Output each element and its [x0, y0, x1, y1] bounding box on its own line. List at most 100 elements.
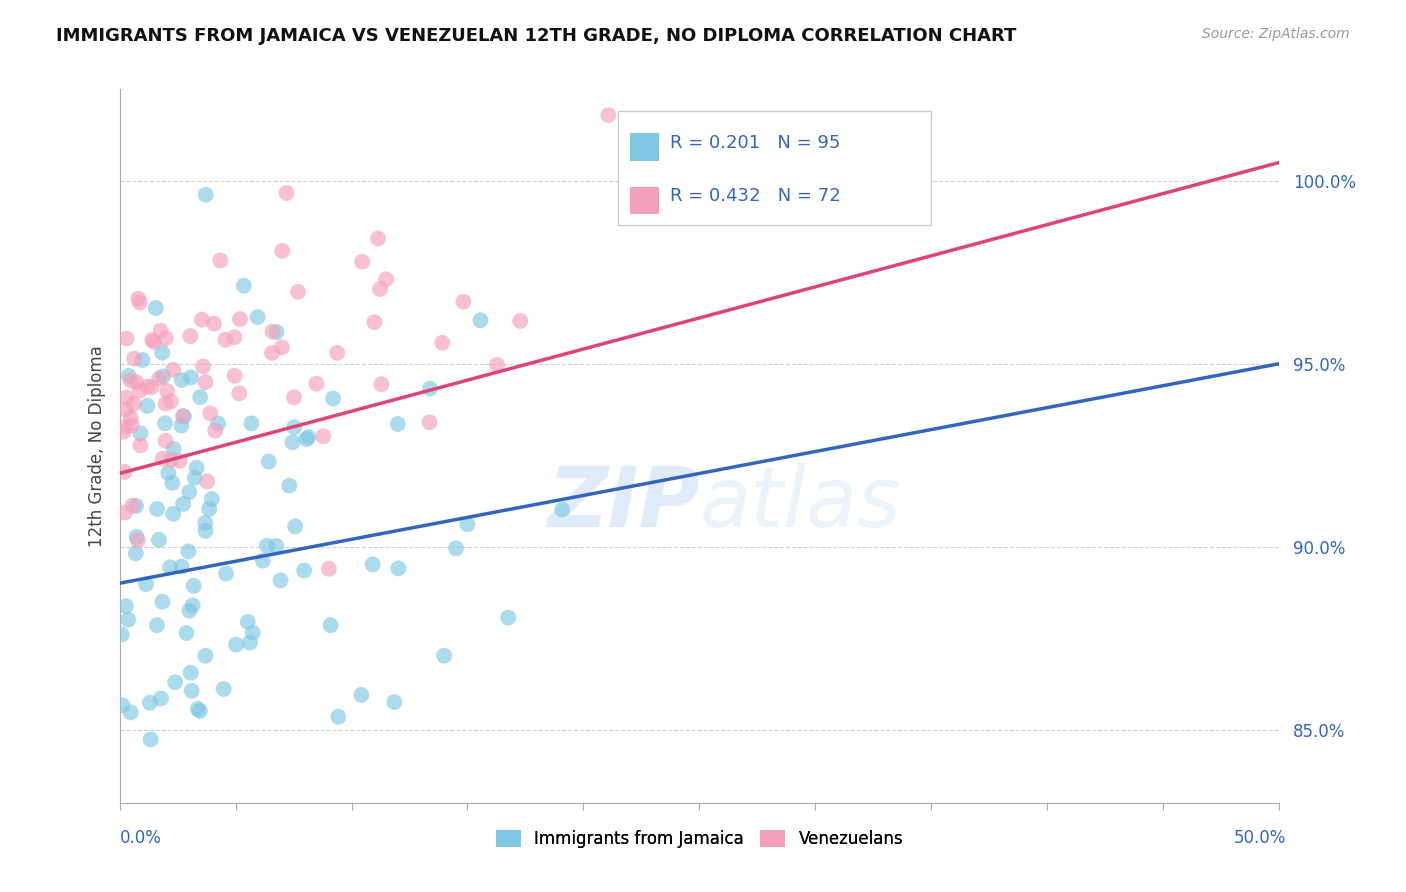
Point	[432, 335, 454, 350]
Point	[180, 684, 202, 698]
Point	[350, 688, 373, 702]
Point	[236, 615, 259, 629]
Point	[433, 648, 456, 663]
Y-axis label: 12th Grade, No Diploma: 12th Grade, No Diploma	[87, 345, 105, 547]
Point	[183, 579, 205, 593]
Point	[150, 595, 173, 609]
Point	[155, 331, 177, 345]
Point	[444, 541, 467, 556]
Point	[148, 533, 170, 547]
Point	[202, 317, 225, 331]
Point	[162, 507, 184, 521]
Point	[240, 417, 263, 431]
Point	[305, 376, 328, 391]
Point	[187, 702, 209, 716]
Point	[239, 635, 262, 649]
Point	[209, 253, 232, 268]
Point	[200, 406, 222, 420]
Point	[170, 418, 193, 433]
Point	[131, 353, 153, 368]
Point	[194, 375, 217, 389]
Point	[470, 313, 492, 327]
Point	[485, 358, 508, 372]
Point	[328, 710, 350, 724]
Point	[198, 502, 221, 516]
Point	[114, 420, 136, 434]
Point	[224, 368, 246, 383]
Point	[129, 438, 152, 452]
Point	[318, 562, 340, 576]
Point	[141, 380, 163, 394]
Text: R = 0.201   N = 95: R = 0.201 N = 95	[671, 134, 841, 152]
FancyBboxPatch shape	[630, 186, 659, 214]
Point	[598, 108, 620, 122]
Point	[456, 517, 478, 532]
Point	[271, 340, 294, 354]
Point	[382, 695, 405, 709]
Point	[155, 396, 177, 410]
Point	[114, 465, 136, 479]
Point	[387, 561, 409, 575]
Point	[551, 502, 574, 516]
Point	[139, 696, 162, 710]
Point	[172, 497, 194, 511]
Point	[148, 371, 170, 385]
Point	[143, 334, 166, 349]
Point	[194, 648, 217, 663]
Point	[162, 363, 184, 377]
Text: IMMIGRANTS FROM JAMAICA VS VENEZUELAN 12TH GRADE, NO DIPLOMA CORRELATION CHART: IMMIGRANTS FROM JAMAICA VS VENEZUELAN 12…	[56, 27, 1017, 45]
Point	[112, 425, 135, 439]
Point	[114, 505, 136, 519]
Point	[212, 681, 235, 696]
Point	[121, 499, 143, 513]
Text: Source: ZipAtlas.com: Source: ZipAtlas.com	[1202, 27, 1350, 41]
Point	[297, 430, 319, 444]
Point	[114, 402, 136, 417]
Point	[177, 544, 200, 558]
Point	[117, 613, 139, 627]
Point	[136, 379, 159, 393]
Point	[326, 346, 349, 360]
Point	[363, 315, 385, 329]
Point	[368, 282, 391, 296]
Point	[186, 460, 208, 475]
Point	[170, 373, 193, 387]
Point	[242, 625, 264, 640]
Point	[146, 618, 169, 632]
Point	[157, 466, 180, 480]
Point	[284, 519, 307, 533]
Point	[276, 186, 298, 200]
Point	[111, 698, 134, 713]
Point	[153, 417, 176, 431]
Point	[194, 524, 217, 538]
Point	[228, 386, 250, 401]
Point	[125, 546, 148, 560]
Point	[111, 627, 134, 641]
Point	[155, 434, 177, 448]
Point	[180, 370, 202, 384]
Point	[194, 516, 217, 530]
Point	[118, 368, 141, 383]
Point	[115, 331, 138, 345]
Point	[117, 849, 139, 863]
Point	[256, 539, 278, 553]
Point	[156, 384, 179, 398]
Point	[160, 394, 183, 409]
Point	[179, 329, 201, 343]
Point	[509, 314, 531, 328]
Point	[169, 454, 191, 468]
Point	[252, 553, 274, 567]
Point	[179, 604, 201, 618]
Point	[162, 475, 184, 490]
Point	[194, 187, 217, 202]
Point	[201, 492, 224, 507]
Point	[207, 417, 229, 431]
Point	[165, 675, 187, 690]
Point	[188, 704, 211, 718]
Point	[498, 610, 520, 624]
Point	[121, 418, 143, 433]
Point	[214, 333, 236, 347]
Point	[125, 530, 148, 544]
Point	[120, 411, 142, 425]
Text: 0.0%: 0.0%	[120, 829, 162, 847]
